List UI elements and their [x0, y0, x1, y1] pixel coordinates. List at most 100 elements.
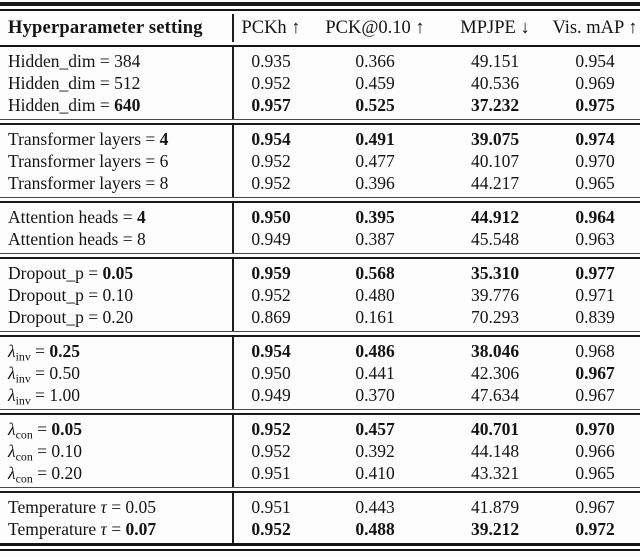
header-bottom-rule [0, 45, 640, 47]
metric-value: 42.306 [470, 363, 520, 383]
label-text: Attention heads = [8, 207, 137, 227]
label-text: Transformer layers = 6 [8, 151, 169, 171]
metric-value: 0.869 [251, 307, 291, 327]
label-subscript: inv [15, 349, 31, 364]
row-label: Hidden_dim = 512 [0, 72, 232, 94]
metric-value: 44.148 [470, 441, 520, 461]
metric-value: 40.701 [470, 419, 520, 439]
label-subscript: inv [15, 393, 31, 408]
label-subscript: con [15, 471, 33, 486]
table-row: λinv = 0.25 0.954 0.486 38.046 0.968 [0, 340, 640, 363]
label-text: 0.07 [125, 519, 157, 539]
table-header-row: Hyperparameter setting PCKh ↑ PCK@0.10 ↑… [0, 11, 640, 45]
label-text: = [30, 341, 50, 361]
metric-value: 40.536 [470, 73, 520, 93]
row-label: Dropout_p = 0.05 [0, 262, 232, 284]
label-text: Hidden_dim = 384 [8, 51, 141, 71]
table-row: Dropout_p = 0.20 0.869 0.161 70.293 0.839 [0, 306, 640, 328]
metric-value: 0.968 [575, 341, 615, 361]
metric-value: 0.957 [251, 95, 291, 115]
label-subscript: con [15, 449, 33, 464]
row-label: Dropout_p = 0.20 [0, 306, 232, 328]
label-text: = 0.10 [32, 441, 83, 461]
table-row: λcon = 0.10 0.952 0.392 44.148 0.966 [0, 440, 640, 464]
metric-value: 0.970 [575, 419, 615, 439]
label-text: λ [8, 363, 16, 383]
row-label: Transformer layers = 6 [0, 150, 232, 172]
row-label: λinv = 0.50 [0, 362, 232, 389]
metric-value: 43.321 [470, 463, 520, 483]
label-text: 0.05 [51, 419, 83, 439]
metric-value: 0.959 [251, 263, 291, 283]
metric-value: 44.912 [470, 207, 520, 227]
row-label: Transformer layers = 8 [0, 172, 232, 194]
table-section-dropout: Dropout_p = 0.05 0.959 0.568 35.310 0.977 Dro… [0, 259, 640, 331]
row-label: Hidden_dim = 640 [0, 94, 232, 116]
section-divider-rule [0, 409, 640, 415]
metric-value: 0.395 [355, 207, 395, 227]
metric-value: 0.951 [251, 463, 291, 483]
metric-value: 0.366 [355, 51, 395, 71]
metric-value: 0.477 [355, 151, 395, 171]
metric-value: 0.977 [575, 263, 615, 283]
metric-value: 45.548 [470, 229, 520, 249]
metric-value: 0.949 [251, 229, 291, 249]
metric-value: 0.525 [355, 95, 395, 115]
header-hyperparameter-setting: Hyperparameter setting [8, 17, 203, 38]
metric-value: 40.107 [470, 151, 520, 171]
row-label: Attention heads = 4 [0, 206, 232, 228]
table-row: Hidden_dim = 384 0.935 0.366 49.151 0.954 [0, 50, 640, 72]
label-text: 640 [114, 95, 141, 115]
metric-value: 0.952 [251, 73, 291, 93]
label-text: τ [100, 497, 107, 517]
row-label: Temperature τ = 0.07 [0, 518, 232, 540]
label-text: Transformer layers = [8, 129, 160, 149]
metric-value: 0.949 [251, 385, 291, 405]
label-text: Transformer layers = 8 [8, 173, 169, 193]
table-row: λinv = 0.50 0.950 0.441 42.306 0.967 [0, 362, 640, 385]
metric-value: 0.161 [355, 307, 395, 327]
table-row: λcon = 0.05 0.952 0.457 40.701 0.970 [0, 418, 640, 442]
table-row: Dropout_p = 0.05 0.959 0.568 35.310 0.977 [0, 262, 640, 284]
table-section-lambda-con: λcon = 0.05 0.952 0.457 40.701 0.970 λcon = 0… [0, 415, 640, 487]
metric-value: 0.963 [575, 229, 615, 249]
table-row: λcon = 0.20 0.951 0.410 43.321 0.965 [0, 462, 640, 486]
header-pck-010: PCK@0.10 ↑ [325, 17, 425, 38]
metric-value: 0.964 [575, 207, 615, 227]
metric-value: 0.935 [251, 51, 291, 71]
label-text: Temperature [8, 519, 101, 539]
table-section-temperature: Temperature τ = 0.05 0.951 0.443 41.879 0.96… [0, 493, 640, 543]
label-text: λ [8, 341, 16, 361]
table-row: Transformer layers = 6 0.952 0.477 40.107 0.… [0, 150, 640, 172]
label-subscript: con [15, 427, 33, 442]
metric-value: 44.217 [470, 173, 520, 193]
metric-value: 0.967 [575, 363, 615, 383]
table-section-lambda-inv: λinv = 0.25 0.954 0.486 38.046 0.968 λinv = 0… [0, 337, 640, 409]
metric-value: 37.232 [470, 95, 520, 115]
metric-value: 0.954 [251, 341, 291, 361]
metric-value: 47.634 [470, 385, 520, 405]
metric-value: 0.967 [575, 497, 615, 517]
metric-value: 0.952 [251, 441, 291, 461]
label-text: = 0.20 [32, 463, 83, 483]
metric-value: 0.974 [575, 129, 615, 149]
metric-value: 0.969 [575, 73, 615, 93]
section-divider-rule [0, 119, 640, 125]
row-label: λinv = 0.25 [0, 340, 232, 367]
metric-value: 49.151 [470, 51, 520, 71]
label-text: = [106, 519, 126, 539]
table-body: Hidden_dim = 384 0.935 0.366 49.151 0.954 Hid… [0, 47, 640, 543]
header-pckh: PCKh ↑ [241, 17, 301, 38]
metric-value: 0.954 [251, 129, 291, 149]
section-divider-rule [0, 197, 640, 203]
table-row: Hidden_dim = 640 0.957 0.525 37.232 0.975 [0, 94, 640, 116]
label-text: Hidden_dim = [8, 95, 115, 115]
metric-value: 70.293 [470, 307, 520, 327]
label-text: 0.05 [102, 263, 134, 283]
row-label: Temperature τ = 0.05 [0, 496, 232, 518]
label-text: Hidden_dim = 512 [8, 73, 141, 93]
metric-value: 39.776 [470, 285, 520, 305]
label-text: λ [8, 463, 16, 483]
metric-value: 0.952 [251, 173, 291, 193]
